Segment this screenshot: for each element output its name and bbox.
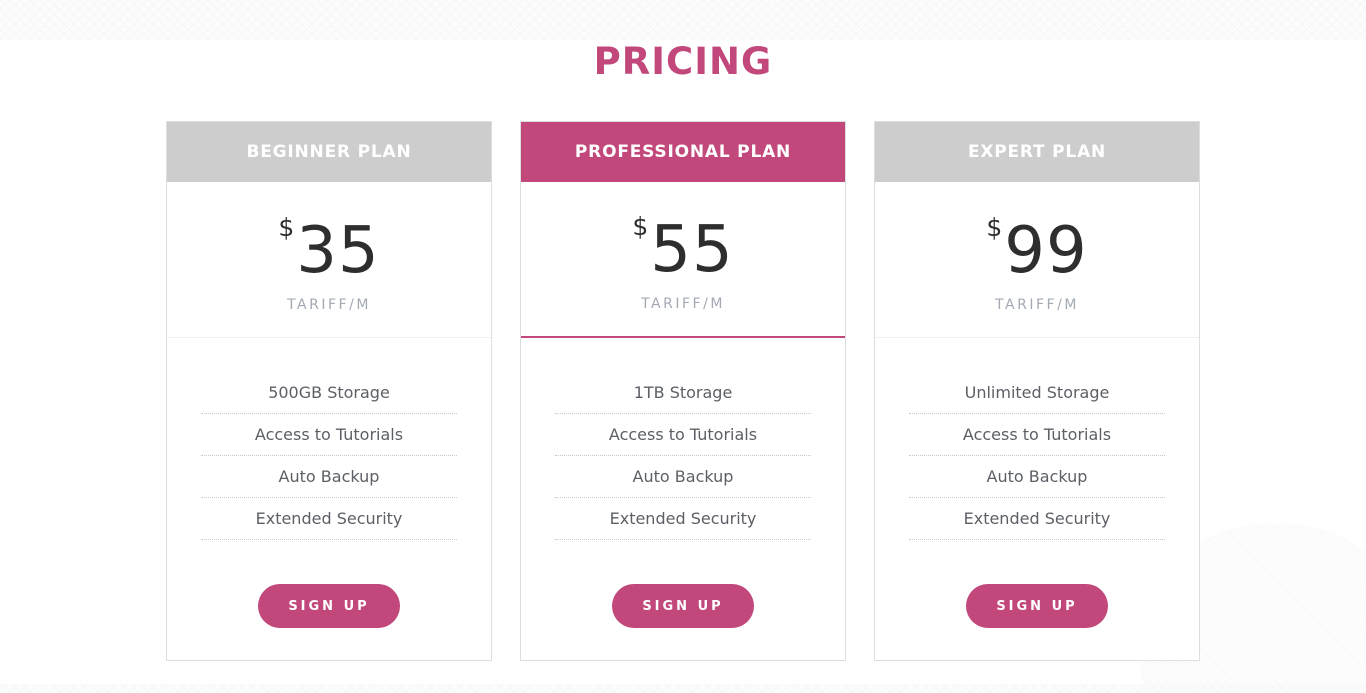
feature-item: Extended Security (201, 498, 457, 540)
price-amount: 99 (1004, 213, 1088, 288)
pricing-card-beginner: BEGINNER PLAN $35 TARIFF/M 500GB Storage… (166, 121, 492, 661)
feature-item: 1TB Storage (555, 372, 811, 414)
price-box: $55 TARIFF/M (521, 182, 845, 338)
cta-row: SIGN UP (875, 584, 1199, 628)
price-amount: 55 (650, 213, 734, 287)
feature-item: Access to Tutorials (555, 414, 811, 456)
feature-item: Auto Backup (909, 456, 1165, 498)
price: $55 (632, 214, 733, 282)
feature-list: 500GB Storage Access to Tutorials Auto B… (167, 372, 491, 540)
plan-header: BEGINNER PLAN (167, 122, 491, 182)
feature-item: Extended Security (909, 498, 1165, 540)
feature-list: 1TB Storage Access to Tutorials Auto Bac… (521, 372, 845, 540)
top-section-texture (0, 0, 1366, 40)
price: $99 (986, 215, 1087, 283)
plan-header: PROFESSIONAL PLAN (521, 122, 845, 182)
page-title: PRICING (593, 40, 773, 83)
feature-item: Access to Tutorials (201, 414, 457, 456)
price-amount: 35 (296, 213, 380, 288)
sign-up-button-professional[interactable]: SIGN UP (612, 584, 754, 628)
currency-symbol: $ (278, 212, 295, 242)
cta-row: SIGN UP (167, 584, 491, 628)
feature-item: Access to Tutorials (909, 414, 1165, 456)
currency-symbol: $ (986, 212, 1003, 242)
feature-item: Extended Security (555, 498, 811, 540)
billing-period: TARIFF/M (287, 296, 371, 313)
price-box: $35 TARIFF/M (167, 182, 491, 338)
sign-up-button-beginner[interactable]: SIGN UP (258, 584, 400, 628)
feature-item: Auto Backup (555, 456, 811, 498)
sign-up-button-expert[interactable]: SIGN UP (966, 584, 1108, 628)
feature-item: Auto Backup (201, 456, 457, 498)
pricing-card-expert: EXPERT PLAN $99 TARIFF/M Unlimited Stora… (874, 121, 1200, 661)
billing-period: TARIFF/M (641, 296, 725, 312)
feature-list: Unlimited Storage Access to Tutorials Au… (875, 372, 1199, 540)
feature-item: Unlimited Storage (909, 372, 1165, 414)
cta-row: SIGN UP (521, 584, 845, 628)
pricing-cards: BEGINNER PLAN $35 TARIFF/M 500GB Storage… (166, 121, 1200, 661)
billing-period: TARIFF/M (995, 296, 1079, 313)
price-box: $99 TARIFF/M (875, 182, 1199, 338)
bottom-section-texture (0, 684, 1366, 693)
currency-symbol: $ (632, 212, 649, 241)
feature-item: 500GB Storage (201, 372, 457, 414)
pricing-card-professional: PROFESSIONAL PLAN $55 TARIFF/M 1TB Stora… (520, 121, 846, 661)
price: $35 (278, 215, 379, 283)
plan-header: EXPERT PLAN (875, 122, 1199, 182)
